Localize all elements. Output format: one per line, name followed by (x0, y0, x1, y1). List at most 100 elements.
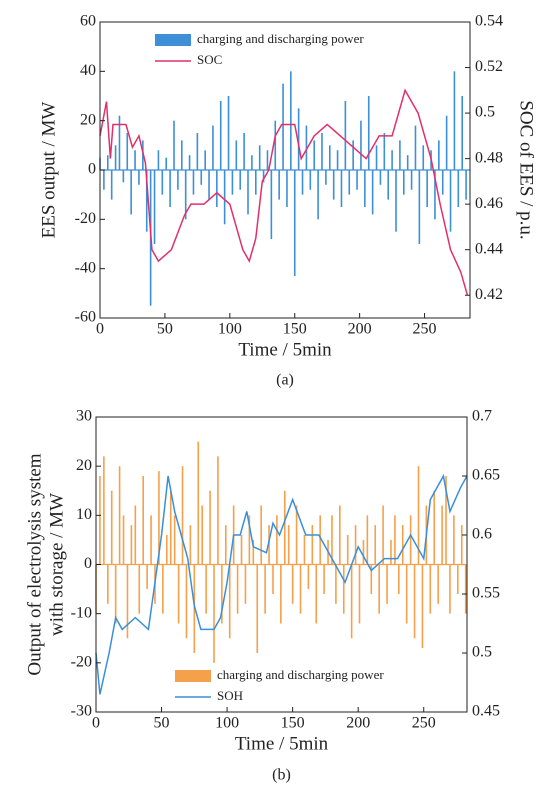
x-tick-label: 50 (154, 715, 170, 732)
bar (305, 125, 308, 170)
y2-tick-label: 0.65 (472, 467, 500, 484)
y2-tick-label: 0.52 (475, 58, 503, 75)
bar (236, 564, 239, 614)
bar (328, 145, 331, 170)
y-tick-label: 20 (76, 457, 92, 474)
bar (421, 564, 424, 649)
y2-tick-label: 0.42 (475, 286, 503, 303)
y-axis-label: Output of electrolysis system (24, 453, 45, 675)
bar (438, 140, 440, 170)
bar (256, 564, 259, 653)
bar (394, 515, 396, 565)
bar (196, 133, 199, 170)
bar (317, 170, 319, 220)
bar (371, 170, 374, 215)
bar (177, 564, 180, 624)
bar (313, 140, 316, 170)
panel-label: (b) (272, 767, 291, 784)
bar (248, 515, 251, 565)
bar (274, 120, 277, 170)
y2-tick-label: 0.44 (475, 240, 503, 257)
bar (399, 140, 401, 170)
x-tick-label: 200 (348, 321, 372, 338)
bar (449, 170, 452, 232)
y-tick-label: -20 (71, 654, 92, 671)
bar (217, 456, 219, 565)
bar (311, 525, 314, 565)
bar (213, 564, 215, 663)
bar (464, 564, 467, 614)
bar (433, 490, 436, 565)
bar (227, 96, 230, 170)
y2-tick-label: 0.5 (472, 644, 492, 661)
bar (374, 525, 377, 565)
x-tick-label: 0 (96, 321, 104, 338)
legend-text: SOC (197, 52, 222, 67)
y-tick-label: -40 (75, 259, 96, 276)
bar (453, 515, 455, 565)
bar (465, 170, 467, 200)
bar (212, 125, 214, 170)
bar (286, 170, 288, 207)
bar (410, 170, 413, 190)
bar (413, 564, 416, 639)
bar (122, 170, 125, 183)
bar (205, 564, 207, 614)
bar (134, 150, 136, 170)
bar (150, 515, 152, 565)
bar (165, 157, 168, 170)
bar (188, 155, 191, 170)
bar (360, 120, 362, 170)
bar (201, 505, 203, 565)
bar (247, 170, 249, 215)
bar (339, 505, 341, 565)
bar (460, 525, 463, 565)
bar (268, 525, 270, 565)
bar (354, 525, 357, 565)
x-tick-label: 50 (157, 321, 173, 338)
bar (278, 170, 280, 200)
x-tick-label: 250 (412, 715, 436, 732)
y-tick-label: 0 (84, 555, 92, 572)
legend-text: SOH (217, 688, 243, 703)
bar (209, 490, 211, 565)
x-axis-label: Time / 5min (238, 339, 332, 360)
bar (346, 535, 349, 565)
bar (307, 564, 310, 590)
bar (223, 170, 226, 225)
bar (323, 564, 325, 594)
x-tick-label: 250 (413, 321, 437, 338)
legend-swatch (175, 670, 211, 682)
bar (390, 539, 392, 565)
bar (110, 170, 113, 200)
y2-axis-label: SOC of EES / p.u. (516, 100, 537, 239)
bar (173, 515, 176, 565)
x-tick-label: 0 (92, 715, 100, 732)
bar (208, 170, 210, 200)
bar (262, 170, 265, 183)
bar (342, 564, 345, 614)
bar (295, 505, 298, 565)
bar (272, 564, 274, 594)
bar (161, 170, 164, 195)
bar (414, 125, 417, 170)
bar (387, 170, 390, 200)
bar (319, 515, 321, 565)
bar (118, 466, 121, 565)
bar (405, 564, 408, 624)
bar (441, 170, 444, 195)
bar (244, 564, 247, 604)
bar (184, 170, 187, 220)
legend-text: charging and discharging power (197, 31, 364, 46)
bar (303, 535, 306, 565)
bar (231, 170, 234, 195)
bar (138, 170, 140, 185)
bar (270, 170, 273, 240)
bar (118, 115, 121, 170)
y2-tick-label: 0.46 (475, 195, 503, 212)
y2-tick-label: 0.54 (475, 13, 503, 30)
bar (114, 564, 117, 624)
bar (180, 140, 183, 170)
y-tick-label: -30 (71, 703, 92, 720)
